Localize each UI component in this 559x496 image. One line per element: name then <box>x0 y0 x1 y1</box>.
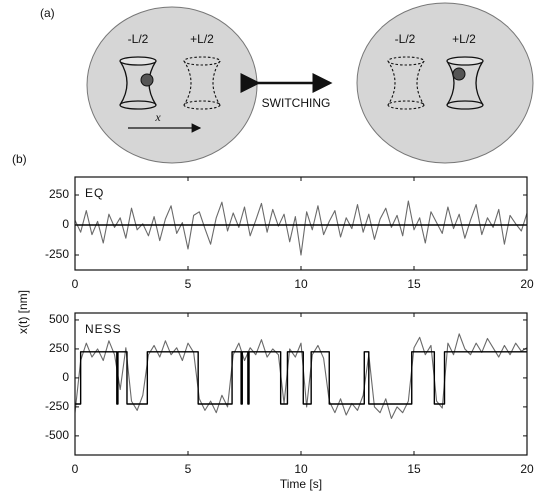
x-tick-label: 20 <box>520 277 534 291</box>
y-tick-label: -500 <box>45 428 69 442</box>
trap-region <box>356 2 534 164</box>
y-tick-label: -250 <box>45 247 69 261</box>
y-tick-label: 250 <box>49 187 69 201</box>
trap-label: -L/2 <box>128 32 149 46</box>
y-tick-label: 500 <box>49 312 69 326</box>
x-tick-label: 15 <box>407 277 421 291</box>
series-line <box>74 333 528 420</box>
trap-label: +L/2 <box>190 32 214 46</box>
x-axis-label: Time [s] <box>280 477 322 491</box>
x-tick-label: 0 <box>72 277 79 291</box>
bead <box>452 67 466 81</box>
x-tick-label: 10 <box>294 462 308 476</box>
trap-label: -L/2 <box>395 32 416 46</box>
y-tick-label: 0 <box>62 217 69 231</box>
y-tick-label: -250 <box>45 399 69 413</box>
series-line <box>75 351 527 405</box>
bead <box>140 73 154 87</box>
y-axis-label: x(t) [nm] <box>16 290 30 334</box>
x-tick-label: 20 <box>520 462 534 476</box>
switch-label: SWITCHING <box>262 96 331 110</box>
axis-symbol: x <box>154 110 161 124</box>
chart-title: NESS <box>85 322 122 336</box>
x-tick-label: 0 <box>72 462 79 476</box>
x-tick-label: 15 <box>407 462 421 476</box>
chart-title: EQ <box>85 186 104 200</box>
y-tick-label: 250 <box>49 341 69 355</box>
x-tick-label: 10 <box>294 277 308 291</box>
trap-region <box>86 6 258 164</box>
trap-label: +L/2 <box>452 32 476 46</box>
panel-label: (b) <box>12 152 27 166</box>
x-tick-label: 5 <box>185 277 192 291</box>
y-tick-label: 0 <box>62 370 69 384</box>
panel-label: (a) <box>40 6 55 20</box>
x-tick-label: 5 <box>185 462 192 476</box>
series-line <box>74 200 528 256</box>
